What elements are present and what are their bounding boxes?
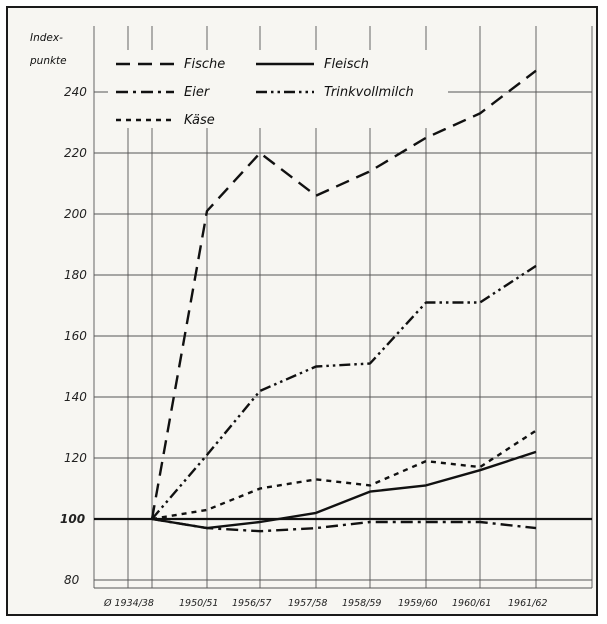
- y-axis-label-line-2: punkte: [29, 55, 67, 67]
- y-tick-label: 240: [64, 85, 87, 99]
- x-axis-ticks: Ø 1934/38 1950/51 1956/57 1957/58 1958/59 195…: [103, 598, 547, 609]
- y-tick-label: 80: [64, 573, 80, 587]
- x-tick-label: 1960/61: [452, 598, 491, 609]
- x-tick-label: 1958/59: [342, 598, 381, 609]
- grid: [93, 26, 593, 589]
- x-tick-label: 1959/60: [398, 598, 437, 609]
- legend-label-trinkvollmilch: Trinkvollmilch: [324, 85, 414, 100]
- series-line-eier: [151, 517, 537, 533]
- y-tick-label: 140: [64, 390, 87, 404]
- legend: Fische Fleisch Eier Trinkvollmilch Käse: [108, 50, 448, 128]
- series-line-fische: [150, 69, 537, 520]
- x-tick-label: Ø 1934/38: [103, 598, 154, 609]
- y-tick-label: 180: [64, 268, 87, 282]
- y-tick-label: 160: [64, 329, 87, 343]
- legend-label-fleisch: Fleisch: [324, 57, 369, 72]
- series-line-k-se: [151, 429, 537, 521]
- y-tick-label: 200: [64, 207, 87, 221]
- series-line-fleisch: [151, 450, 537, 530]
- x-tick-label: 1961/62: [508, 598, 547, 609]
- y-tick-label: 220: [64, 146, 87, 160]
- legend-label-eier: Eier: [184, 85, 211, 100]
- y-axis-ticks: 80 100 120 140 160 180 200 220 240: [60, 85, 87, 587]
- x-tick-label: 1950/51: [179, 598, 218, 609]
- x-tick-label: 1956/57: [232, 598, 271, 609]
- y-tick-label: 100: [60, 512, 85, 526]
- y-tick-label: 120: [64, 451, 87, 465]
- legend-label-k-se: Käse: [184, 113, 215, 128]
- series-lines: [150, 69, 537, 533]
- legend-label-fische: Fische: [184, 57, 225, 72]
- x-tick-label: 1957/58: [288, 598, 327, 609]
- series-line-trinkvollmilch: [151, 264, 537, 520]
- y-axis-label-line-1: Index-: [30, 32, 63, 44]
